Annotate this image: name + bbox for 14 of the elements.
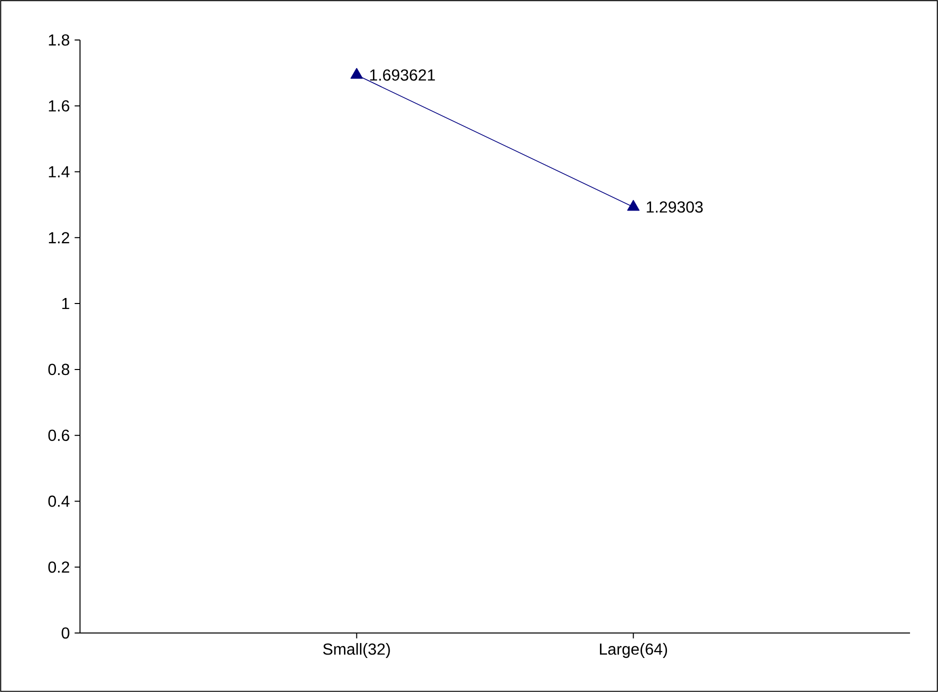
y-tick-label: 0.6: [48, 430, 70, 441]
y-tick-label: 0: [62, 627, 70, 639]
y-tick-label: 1.8: [48, 34, 70, 46]
y-tick-label: 1: [62, 298, 70, 310]
y-tick-label: 1.4: [48, 166, 70, 178]
y-tick-label: 0.4: [48, 496, 70, 507]
y-tick-label: 1.6: [48, 100, 70, 112]
y-tick-label: 0.2: [48, 561, 70, 573]
y-tick-label: 0.8: [48, 364, 70, 376]
data-label: 1.29303: [646, 201, 703, 213]
y-tick-label: 1.2: [48, 232, 70, 244]
data-label: 1.693621: [370, 69, 435, 81]
x-tick-label: Large(64): [600, 643, 668, 658]
x-tick-label: Small(32): [323, 643, 390, 658]
